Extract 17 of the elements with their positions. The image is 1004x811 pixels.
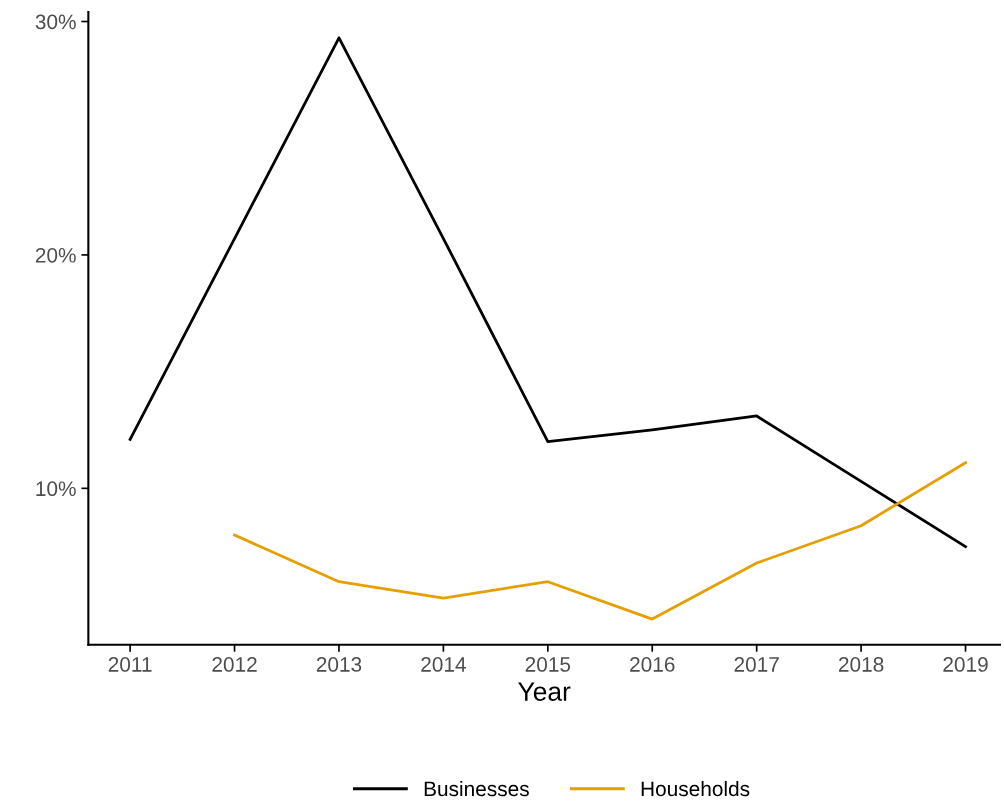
y-tick-label: 10%	[36, 481, 76, 497]
y-tick-label: 30%	[35, 14, 76, 30]
x-tick-label: 2011	[108, 657, 152, 672]
x-tick-label: 2017	[734, 657, 779, 672]
x-tick-label: 2018	[838, 657, 884, 672]
x-axis-title: Year	[518, 682, 571, 701]
line-series	[233, 461, 967, 621]
line-series	[128, 36, 967, 549]
legend-label: Households	[641, 780, 750, 797]
x-tick-label: 2013	[316, 657, 362, 672]
y-tick-label: 20%	[35, 247, 76, 263]
x-tick-label: 2012	[212, 657, 257, 672]
legend-label: Businesses	[424, 780, 529, 797]
x-tick-label: 2016	[630, 657, 675, 672]
x-tick-label: 2019	[943, 657, 988, 672]
x-tick-label: 2015	[525, 657, 571, 672]
x-tick-label: 2014	[421, 657, 466, 672]
